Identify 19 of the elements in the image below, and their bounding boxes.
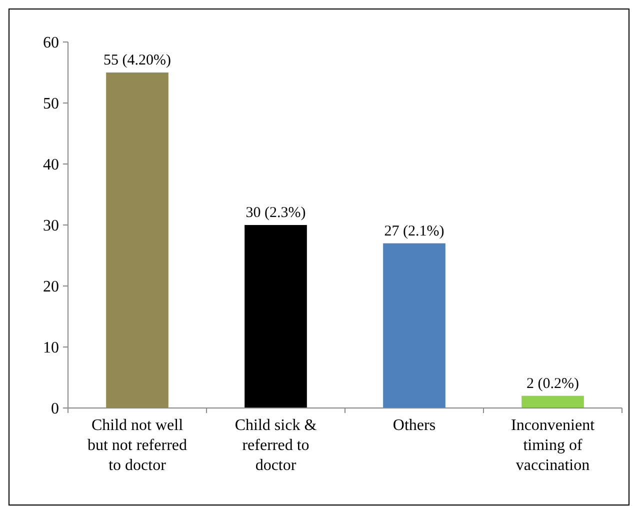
y-tick-label: 50 — [43, 96, 59, 113]
bar — [106, 72, 168, 408]
y-tick-label: 30 — [43, 218, 59, 235]
bar — [383, 243, 446, 408]
x-tick-label: Child sick & referred to doctor — [234, 417, 318, 474]
y-tick-label: 60 — [43, 34, 59, 52]
x-tick-label: Inconvenient timing of vaccination — [510, 417, 596, 474]
bar — [244, 225, 307, 408]
data-label: 30 (2.3%) — [246, 205, 306, 221]
y-tick-label: 40 — [43, 156, 59, 174]
x-tick-label: Others — [392, 417, 436, 434]
data-label: 27 (2.1%) — [384, 223, 444, 240]
bar — [522, 396, 584, 408]
y-tick-label: 10 — [43, 340, 59, 357]
data-label: 2 (0.2%) — [526, 376, 579, 392]
x-tick-label: Child not well but not referred to doctor — [87, 417, 188, 474]
y-tick-label: 20 — [43, 278, 59, 296]
data-label: 55 (4.20%) — [104, 52, 171, 68]
y-tick-label: 0 — [51, 400, 59, 418]
